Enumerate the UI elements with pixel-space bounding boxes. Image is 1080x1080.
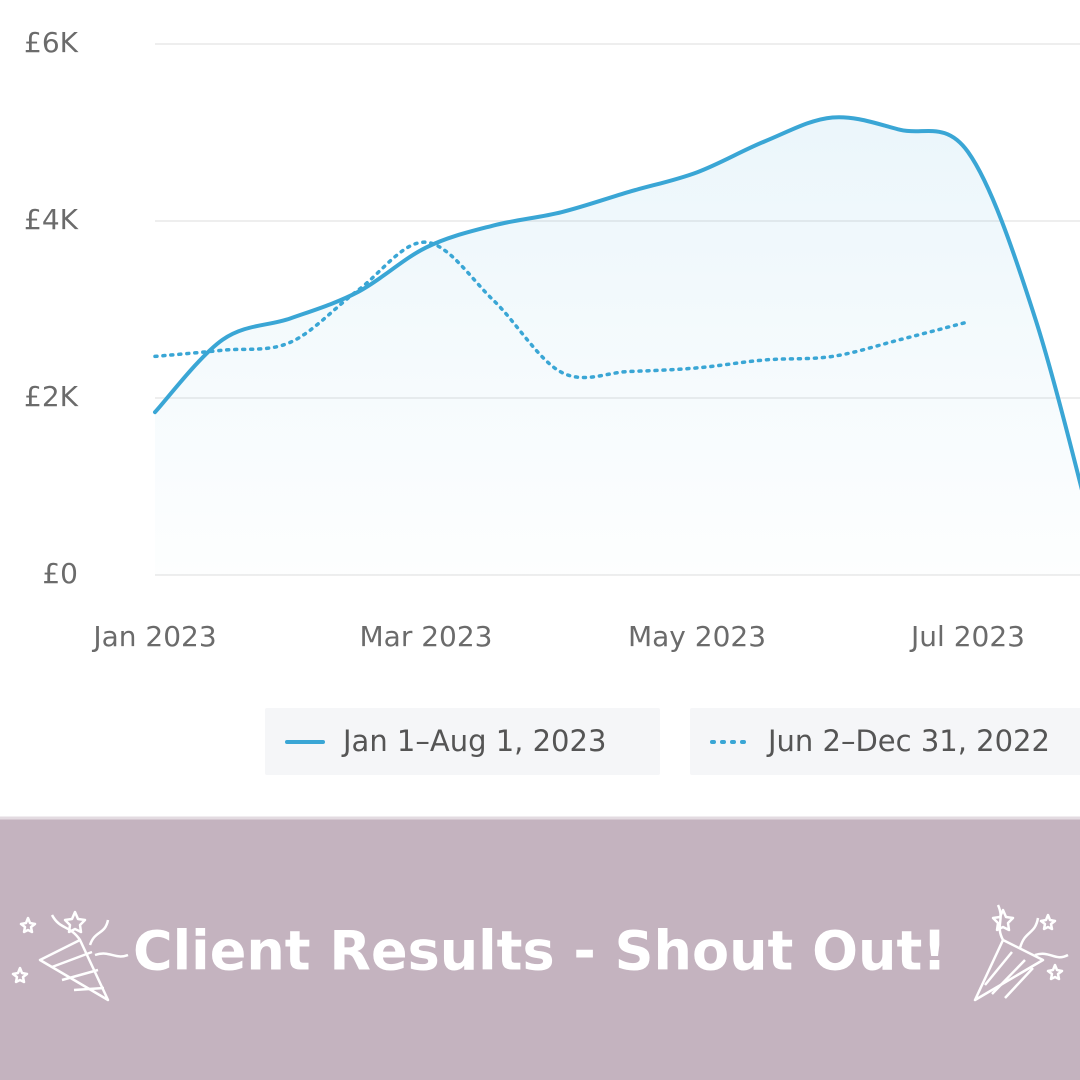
x-tick-label: May 2023 bbox=[628, 620, 766, 653]
line-series bbox=[153, 115, 1080, 491]
x-tick-label: Jan 2023 bbox=[91, 620, 216, 653]
y-tick-label: £4K bbox=[24, 203, 79, 236]
banner bbox=[0, 818, 1080, 1080]
legend-item bbox=[690, 708, 1080, 775]
y-tick-label: £0 bbox=[42, 557, 78, 590]
legend-label: Jan 1–Aug 1, 2023 bbox=[341, 724, 606, 758]
legend-item bbox=[265, 708, 660, 775]
x-tick-label: Jul 2023 bbox=[909, 620, 1025, 653]
area-fill bbox=[155, 117, 1080, 575]
banner-title: Client Results - Shout Out! bbox=[133, 920, 947, 983]
party-icon-right bbox=[973, 904, 1069, 1002]
legend-label: Jun 2–Dec 31, 2022 bbox=[766, 724, 1050, 758]
plot bbox=[153, 43, 1080, 576]
x-tick-label: Mar 2023 bbox=[360, 620, 493, 653]
line-series bbox=[153, 240, 970, 380]
y-tick-label: £6K bbox=[24, 26, 79, 59]
party-icon-left bbox=[11, 910, 129, 1002]
y-tick-label: £2K bbox=[24, 380, 79, 413]
